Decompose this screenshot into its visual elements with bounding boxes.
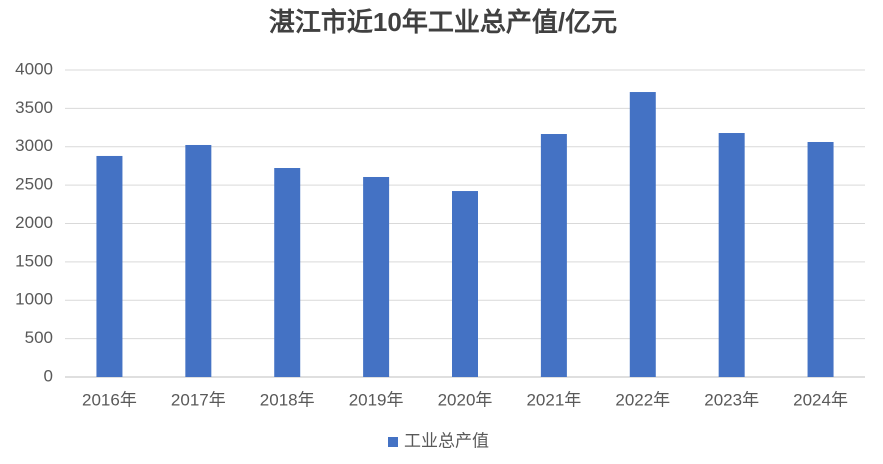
bar <box>540 134 567 377</box>
x-tick-label: 2023年 <box>704 390 759 409</box>
y-tick-label: 2000 <box>15 213 53 232</box>
y-tick-label: 1500 <box>15 251 53 270</box>
legend-label: 工业总产值 <box>404 431 489 450</box>
y-tick-label: 2500 <box>15 175 53 194</box>
y-tick-label: 3000 <box>15 136 53 155</box>
bar <box>629 92 656 377</box>
bar <box>274 168 301 377</box>
x-tick-label: 2019年 <box>349 390 404 409</box>
x-tick-label: 2017年 <box>171 390 226 409</box>
y-tick-label: 1000 <box>15 290 53 309</box>
bar <box>363 176 390 377</box>
bar <box>718 133 745 377</box>
x-tick-label: 2021年 <box>526 390 581 409</box>
bar <box>185 144 212 377</box>
bar <box>96 155 123 377</box>
bar <box>452 191 478 377</box>
bar <box>807 141 834 377</box>
y-tick-label: 4000 <box>15 59 53 78</box>
x-tick-label: 2016年 <box>82 390 137 409</box>
x-tick-label: 2018年 <box>260 390 315 409</box>
y-tick-label: 0 <box>44 366 53 385</box>
x-tick-label: 2022年 <box>615 390 670 409</box>
x-tick-label: 2024年 <box>793 390 848 409</box>
y-tick-label: 3500 <box>15 98 53 117</box>
y-tick-label: 500 <box>25 328 53 347</box>
legend-swatch <box>388 437 398 447</box>
chart-title: 湛江市近10年工业总产值/亿元 <box>269 7 617 37</box>
x-tick-label: 2020年 <box>438 390 493 409</box>
